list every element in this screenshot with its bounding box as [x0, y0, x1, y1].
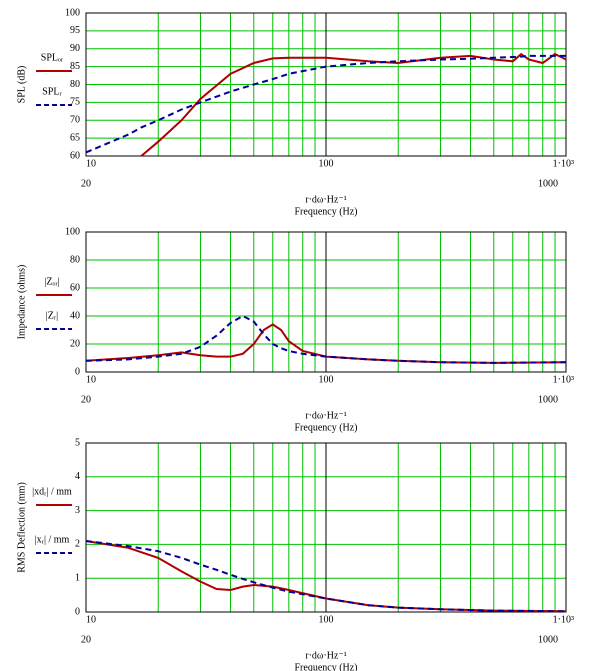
series-line — [85, 540, 567, 613]
y-tick-label: 60 — [70, 150, 80, 161]
x-tick-label: 1·10³ — [553, 614, 574, 625]
y-axis-label: RMS Deflection (mm) — [16, 482, 27, 573]
legend-label: |Zᵣ| — [46, 310, 58, 321]
x-tick-label: 1·10³ — [553, 158, 574, 169]
y-tick-label: 100 — [65, 226, 80, 237]
x-range-limit: 1000 — [538, 394, 558, 405]
x-tick-label: 100 — [319, 158, 334, 169]
y-axis-label: SPL (dB) — [16, 66, 27, 104]
x-axis-label: Frequency (Hz) — [294, 422, 357, 433]
y-tick-label: 60 — [70, 282, 80, 293]
y-tick-label: 65 — [70, 132, 80, 143]
chart: 10 100 1·10³ 60 65 70 75 80 85 90 95 100 20 1000 r·dω·… — [16, 7, 574, 217]
y-tick-label: 80 — [70, 254, 80, 265]
y-tick-label: 75 — [70, 97, 80, 108]
y-tick-label: 40 — [70, 310, 80, 321]
x-expression: r·dω·Hz⁻¹ — [305, 650, 347, 661]
series-line — [85, 314, 567, 364]
legend-label: |xdᵣ| / mm — [32, 486, 72, 497]
y-tick-label: 5 — [75, 437, 80, 448]
y-tick-label: 80 — [70, 79, 80, 90]
legend-label: |Zₒᵣ| — [44, 276, 59, 287]
y-tick-label: 85 — [70, 61, 80, 72]
y-tick-label: 70 — [70, 115, 80, 126]
plot-frame — [85, 442, 567, 613]
x-tick-label: 100 — [319, 374, 334, 385]
y-tick-label: 0 — [75, 366, 80, 377]
chart: 10 100 1·10³ 0 1 2 3 4 5 20 1000 r·dω·Hz⁻¹Frequency… — [16, 437, 574, 671]
y-tick-label: 1 — [75, 572, 80, 583]
y-axis-label: Impedance (ohms) — [16, 265, 27, 340]
x-tick-label: 10 — [86, 614, 96, 625]
x-tick-label: 10 — [86, 158, 96, 169]
x-range-limit: 20 — [81, 634, 91, 645]
x-range-limit: 20 — [81, 178, 91, 189]
x-expression: r·dω·Hz⁻¹ — [305, 194, 347, 205]
legend-label: |xᵣ| / mm — [35, 534, 70, 545]
series-line — [140, 52, 567, 157]
legend-label: SPLᵣ — [42, 86, 62, 97]
x-range-limit: 20 — [81, 394, 91, 405]
y-tick-label: 90 — [70, 43, 80, 54]
x-tick-label: 100 — [319, 614, 334, 625]
y-tick-label: 100 — [65, 7, 80, 18]
x-tick-label: 1·10³ — [553, 374, 574, 385]
y-tick-label: 3 — [75, 505, 80, 516]
y-tick-label: 20 — [70, 338, 80, 349]
chart: 10 100 1·10³ 0 20 40 60 80 100 20 1000 r·dω·Hz⁻¹Fre… — [16, 226, 574, 433]
x-axis-label: Frequency (Hz) — [294, 206, 357, 217]
x-range-limit: 1000 — [538, 634, 558, 645]
y-tick-label: 2 — [75, 539, 80, 550]
x-tick-label: 10 — [86, 374, 96, 385]
y-tick-label: 95 — [70, 25, 80, 36]
plot-frame — [85, 231, 567, 373]
series-line — [85, 54, 566, 154]
y-tick-label: 4 — [75, 471, 80, 482]
x-expression: r·dω·Hz⁻¹ — [305, 410, 347, 421]
legend-label: SPLₒᵣ — [41, 52, 64, 63]
y-tick-label: 0 — [75, 606, 80, 617]
plot-frame — [85, 12, 567, 157]
x-range-limit: 1000 — [538, 178, 558, 189]
x-axis-label: Frequency (Hz) — [294, 662, 357, 671]
